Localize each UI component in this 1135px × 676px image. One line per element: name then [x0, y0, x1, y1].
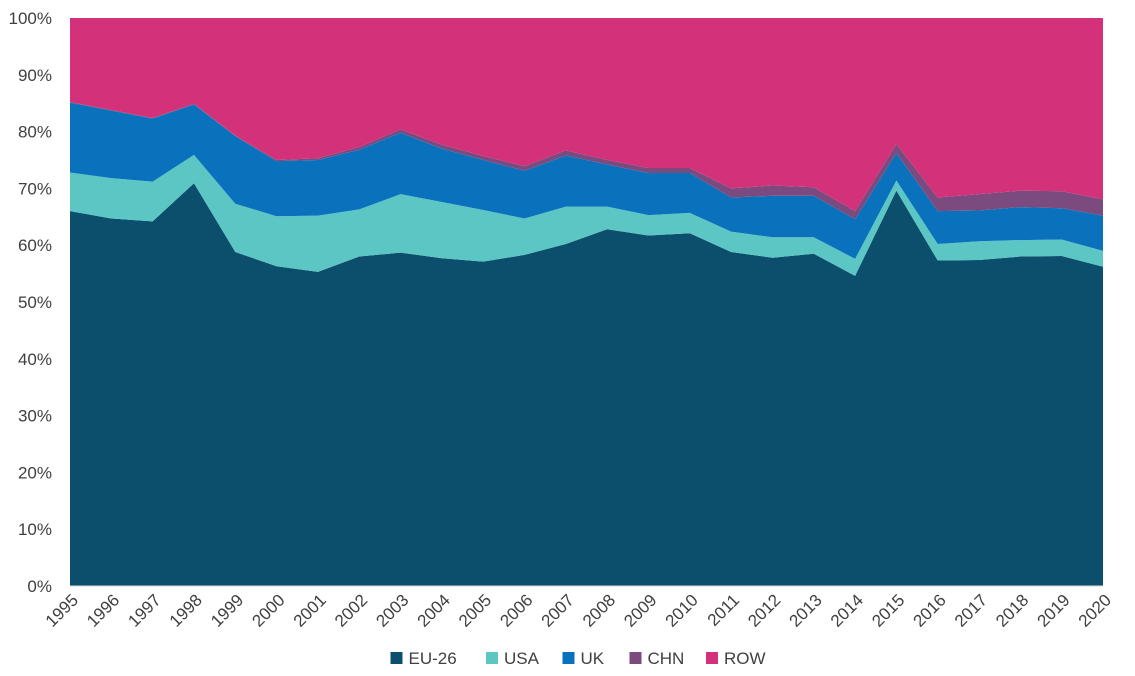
area-series-row — [70, 18, 1103, 212]
legend-item-eu-26: EU-26 — [390, 649, 457, 668]
legend-label: UK — [581, 649, 605, 668]
x-tick-label: 1999 — [207, 591, 247, 631]
area-series-usa — [70, 154, 1103, 276]
x-tick-label: 2013 — [786, 591, 826, 631]
x-tick-label: 1997 — [124, 591, 164, 631]
legend-swatch — [390, 652, 403, 664]
x-tick-label: 2020 — [1075, 591, 1115, 631]
series-areas — [70, 18, 1103, 587]
x-tick-label: 2019 — [1033, 591, 1073, 631]
legend-label: ROW — [724, 649, 766, 668]
x-tick-label: 2010 — [662, 591, 702, 631]
y-tick-label: 30% — [18, 407, 52, 426]
x-tick-label: 2004 — [414, 591, 454, 631]
x-tick-label: 2005 — [455, 591, 495, 631]
y-tick-label: 10% — [18, 520, 52, 539]
legend-swatch — [706, 652, 718, 664]
legend-item-chn: CHN — [629, 649, 685, 668]
legend-swatch — [562, 652, 575, 664]
legend-label: EU-26 — [409, 649, 457, 668]
legend-item-usa: USA — [486, 649, 540, 668]
y-tick-label: 50% — [18, 293, 52, 312]
y-tick-label: 100% — [9, 9, 52, 28]
area-series-chn — [70, 102, 1103, 220]
y-tick-label: 80% — [18, 123, 52, 142]
area-series-uk — [70, 102, 1103, 259]
x-tick-label: 2006 — [496, 591, 536, 631]
x-tick-label: 2014 — [827, 591, 867, 631]
x-tick-label: 2011 — [704, 591, 743, 630]
y-tick-label: 0% — [27, 577, 52, 596]
legend-swatch — [629, 652, 642, 664]
x-tick-label: 2002 — [331, 591, 371, 631]
legend-item-uk: UK — [562, 649, 605, 668]
y-tick-label: 40% — [18, 350, 52, 369]
area-series-eu-26 — [70, 183, 1103, 587]
x-axis-tick-labels: 1995 1996 1997 1998 1999 2000 2001 2002 2003 2004… — [42, 591, 1115, 631]
x-tick-label: 2008 — [579, 591, 619, 631]
x-tick-label: 2000 — [248, 591, 288, 631]
legend-label: USA — [504, 649, 540, 668]
y-tick-label: 70% — [18, 179, 52, 198]
x-tick-label: 1995 — [42, 591, 82, 631]
legend-label: CHN — [648, 649, 685, 668]
y-tick-label: 90% — [18, 66, 52, 85]
x-tick-label: 2017 — [951, 591, 991, 631]
x-tick-label: 2012 — [744, 591, 784, 631]
x-tick-label: 2003 — [372, 591, 412, 631]
x-tick-label: 2018 — [992, 591, 1032, 631]
y-tick-label: 60% — [18, 236, 52, 255]
x-tick-label: 2016 — [910, 591, 950, 631]
x-tick-label: 2001 — [290, 591, 330, 631]
x-tick-label: 2007 — [538, 591, 578, 631]
legend: EU-26 USA UK CHN ROW — [390, 649, 766, 668]
x-tick-label: 2015 — [868, 591, 908, 631]
x-tick-label: 2009 — [620, 591, 660, 631]
x-tick-label: 1996 — [83, 591, 123, 631]
x-tick-label: 1998 — [166, 591, 206, 631]
legend-item-row: ROW — [706, 649, 766, 668]
legend-swatch — [486, 652, 498, 664]
y-axis-tick-labels: 0% 10% 20% 30% 40% 50% 60% 70% 80% 90% 100% — [9, 9, 52, 596]
y-tick-label: 20% — [18, 463, 52, 482]
